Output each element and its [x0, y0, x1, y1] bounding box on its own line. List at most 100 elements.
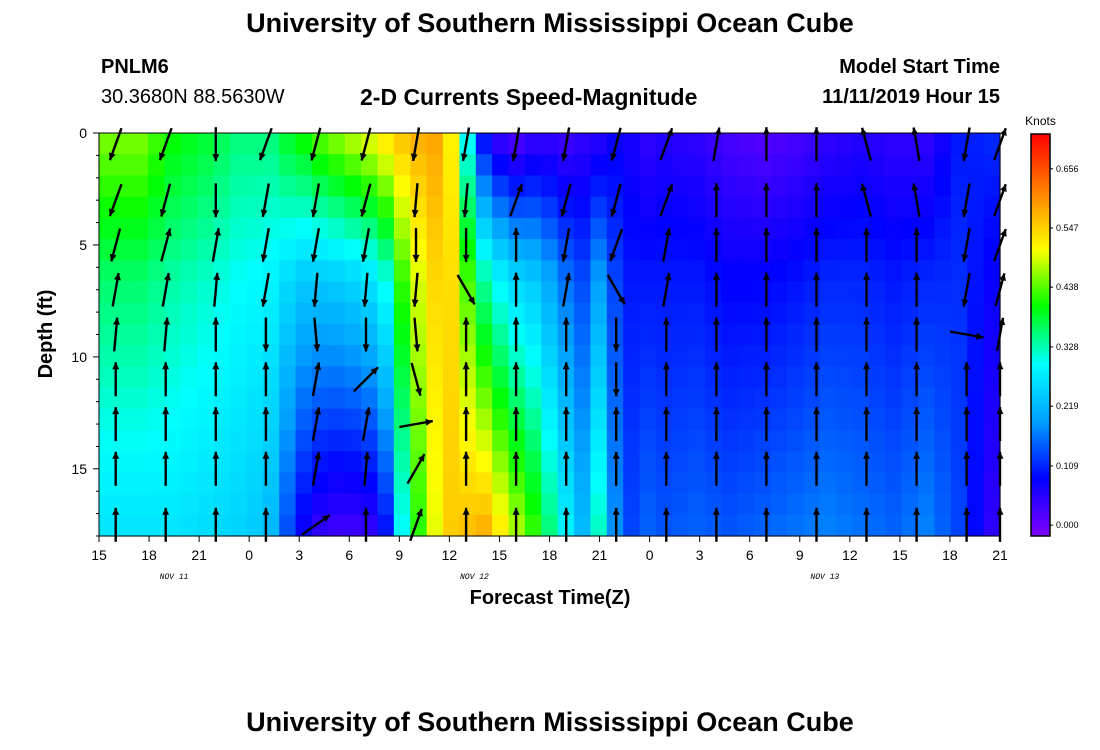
heatmap-cell: [819, 345, 837, 367]
heatmap-cell: [459, 154, 477, 177]
current-vector: [158, 127, 173, 161]
heatmap-cell: [868, 154, 886, 177]
heatmap-cell: [705, 387, 723, 410]
heatmap-cell: [934, 345, 952, 367]
heatmap-cell: [230, 154, 248, 177]
heatmap-cell: [803, 133, 821, 155]
heatmap-cell: [721, 175, 739, 198]
current-vector: [963, 451, 971, 486]
heatmap-cell: [99, 345, 116, 367]
heatmap-cell: [836, 451, 854, 473]
heatmap-cell: [426, 387, 444, 410]
heatmap-cell: [295, 302, 313, 325]
heatmap-cell: [99, 302, 116, 325]
heatmap-cell: [770, 387, 788, 410]
heatmap-cell: [688, 323, 706, 346]
heatmap-cell: [459, 387, 477, 410]
heatmap-cell: [885, 133, 903, 155]
heatmap-cell: [721, 366, 739, 389]
current-vector: [406, 453, 426, 485]
heatmap-cell: [246, 472, 264, 495]
heatmap-cell: [492, 323, 510, 346]
station-coordinates: 30.3680N 88.5630W: [101, 86, 285, 108]
heatmap-cell: [475, 451, 493, 473]
heatmap-cell: [311, 302, 329, 325]
heatmap-cell: [197, 154, 215, 177]
heatmap-cell: [246, 408, 264, 431]
heatmap-cell: [967, 239, 985, 261]
heatmap-cell: [524, 323, 542, 346]
heatmap-cell: [410, 133, 428, 155]
heatmap-cell: [213, 472, 231, 495]
heatmap-cell: [115, 133, 133, 155]
current-vector: [662, 272, 672, 307]
heatmap-cell: [868, 302, 886, 325]
heatmap-cell: [737, 302, 755, 325]
heatmap-cell: [393, 493, 411, 516]
x-date-label: NOV 11: [160, 573, 189, 582]
current-vector: [612, 362, 620, 397]
heatmap-cell: [246, 366, 264, 389]
heatmap-cell: [213, 154, 231, 177]
heatmap-cell: [197, 451, 215, 473]
heatmap-cell: [148, 408, 166, 431]
heatmap-cell: [508, 154, 526, 177]
x-tick-label: 15: [91, 547, 107, 563]
current-vector: [363, 451, 371, 486]
heatmap-cell: [492, 345, 510, 367]
heatmap-cell: [754, 323, 772, 346]
heatmap-cell: [967, 260, 985, 283]
heatmap-cell: [164, 451, 182, 473]
heatmap-cell: [787, 154, 805, 177]
heatmap-cell: [705, 154, 723, 177]
heatmap-cell: [410, 472, 428, 495]
heatmap-cell: [99, 217, 116, 240]
heatmap-cell: [344, 493, 362, 516]
current-vector: [913, 451, 921, 486]
heatmap-cell: [590, 239, 608, 261]
heatmap-cell: [737, 429, 755, 452]
heatmap-cell: [737, 175, 755, 198]
heatmap-cell: [475, 514, 493, 537]
heatmap-cell: [475, 323, 493, 346]
heatmap-cell: [328, 514, 346, 537]
heatmap-cell: [819, 196, 837, 219]
heatmap-cell: [508, 493, 526, 516]
heatmap-cell: [148, 281, 166, 304]
heatmap-cell: [754, 366, 772, 389]
heatmap-cell: [344, 260, 362, 283]
heatmap-cell: [459, 366, 477, 389]
heatmap-cell: [918, 451, 936, 473]
heatmap-cell: [787, 472, 805, 495]
heatmap-cell: [983, 429, 1001, 452]
current-vector: [712, 362, 720, 397]
heatmap-cell: [770, 196, 788, 219]
heatmap-cell: [918, 133, 936, 155]
heatmap-cell: [344, 408, 362, 431]
heatmap-cell: [246, 239, 264, 261]
current-vector: [462, 407, 470, 442]
heatmap-cell: [705, 133, 723, 155]
heatmap-cell: [246, 196, 264, 219]
heatmap-cell: [377, 387, 395, 410]
heatmap-cell: [852, 472, 870, 495]
heatmap-cell: [541, 345, 559, 367]
colorbar-tick-label: 0.438: [1056, 282, 1079, 292]
heatmap-cell: [115, 196, 133, 219]
current-vector: [512, 317, 520, 352]
heatmap-cell: [197, 239, 215, 261]
heatmap-cell: [377, 366, 395, 389]
heatmap-cell: [819, 493, 837, 516]
heatmap-cell: [901, 345, 919, 367]
heatmap-cell: [393, 323, 411, 346]
heatmap-cell: [115, 472, 133, 495]
heatmap-cell: [803, 281, 821, 304]
heatmap-cell: [606, 260, 624, 283]
heatmap-cell: [279, 133, 297, 155]
heatmap-cell: [115, 514, 133, 537]
heatmap-cell: [393, 429, 411, 452]
current-vector: [863, 362, 870, 397]
heatmap-cell: [737, 472, 755, 495]
heatmap-cell: [672, 408, 690, 431]
heatmap-cell: [148, 387, 166, 410]
